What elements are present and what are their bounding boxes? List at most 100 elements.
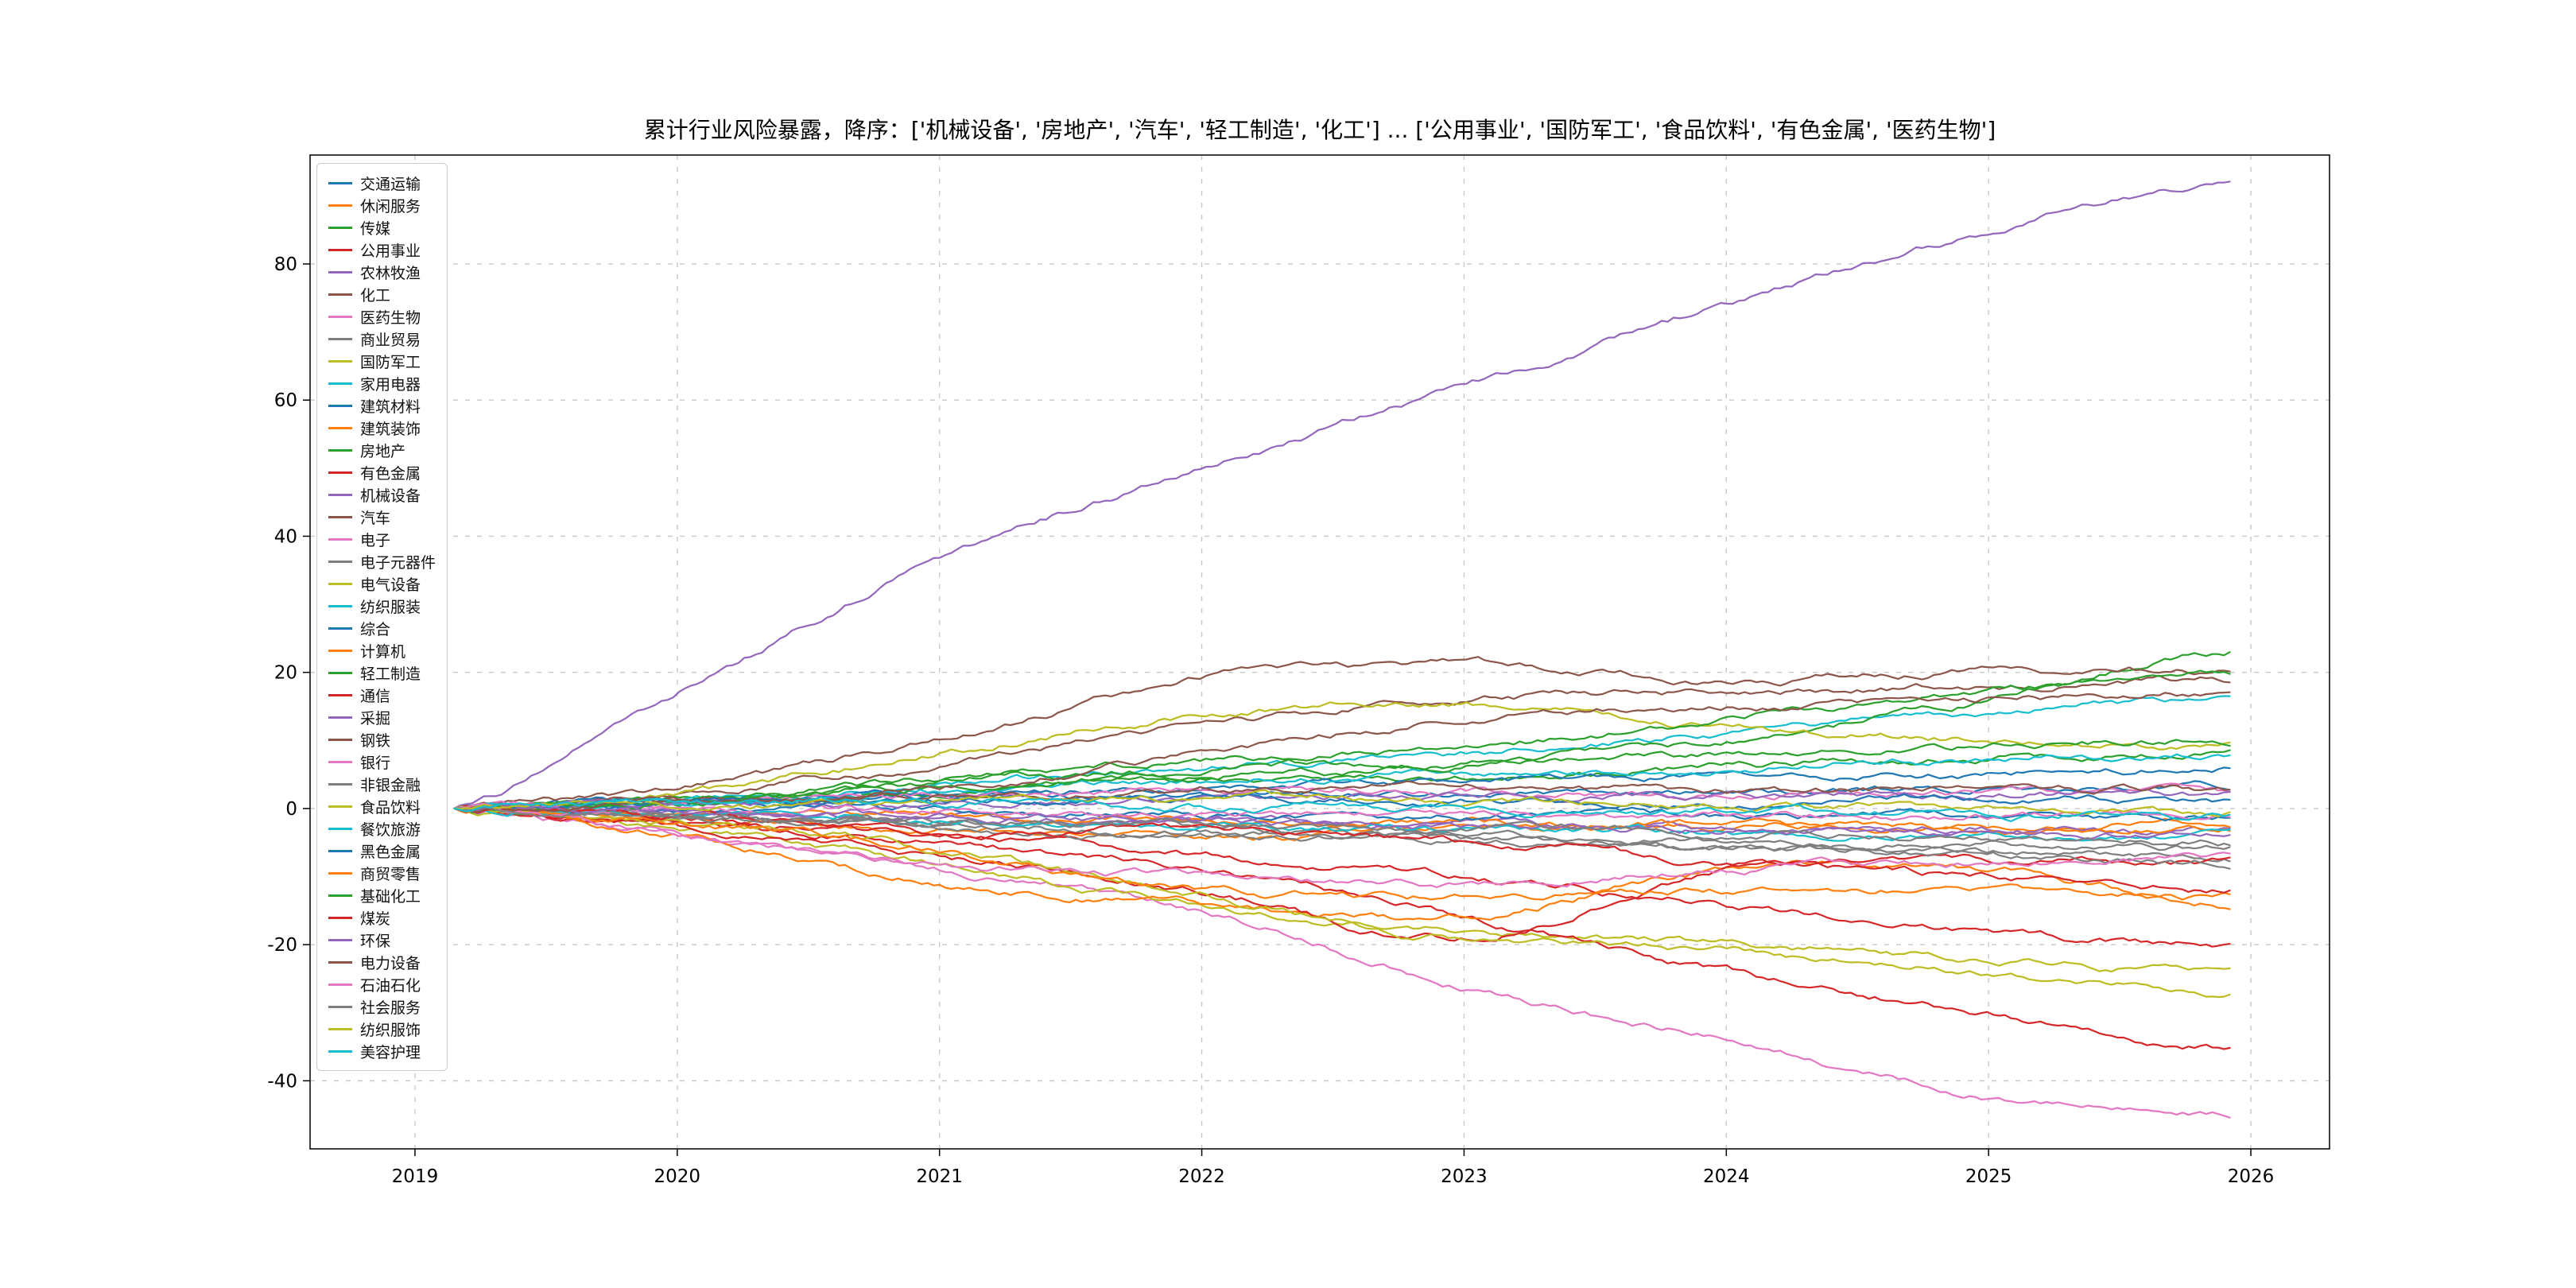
y-tick-label: -40 (267, 1071, 297, 1092)
legend-label: 商业贸易 (360, 331, 421, 349)
legend-item: 银行 (328, 751, 436, 773)
legend-label: 汽车 (360, 509, 391, 527)
legend-item: 煤炭 (328, 906, 436, 929)
series-line (453, 796, 2231, 823)
series-line (453, 766, 2231, 809)
legend-line-sample-icon (328, 226, 352, 229)
legend-label: 交通运输 (360, 175, 421, 193)
legend-item: 纺织服饰 (328, 1018, 436, 1040)
series-line (453, 180, 2231, 809)
legend-label: 食品饮料 (360, 798, 421, 817)
series-line (453, 805, 2231, 901)
legend-label: 黑色金属 (360, 843, 421, 861)
legend-label: 国防军工 (360, 353, 421, 371)
legend-line-sample-icon (328, 983, 352, 986)
x-tick-label: 2025 (1965, 1166, 2012, 1187)
legend-line-sample-icon (328, 916, 352, 919)
legend-label: 建筑装饰 (360, 420, 421, 438)
legend-line-sample-icon (328, 181, 352, 184)
legend-item: 计算机 (328, 639, 436, 661)
series-line (453, 804, 2231, 821)
y-tick-label: -20 (267, 935, 297, 956)
legend-item: 国防军工 (328, 350, 436, 372)
series-line (453, 807, 2231, 894)
series-line (453, 807, 2231, 1050)
legend-line-sample-icon (328, 671, 352, 674)
legend-line-sample-icon (328, 1049, 352, 1053)
legend-item: 房地产 (328, 439, 436, 461)
legend-line-sample-icon (328, 537, 352, 541)
y-tick-label: 40 (274, 526, 297, 547)
legend-label: 有色金属 (360, 464, 421, 483)
legend-item: 商业贸易 (328, 328, 436, 350)
legend-item: 交通运输 (328, 172, 436, 194)
legend-line-sample-icon (328, 805, 352, 808)
legend-item: 非银金融 (328, 773, 436, 795)
legend-item: 建筑材料 (328, 394, 436, 417)
legend-line-sample-icon (328, 337, 352, 340)
legend-item: 餐饮旅游 (328, 817, 436, 840)
legend-line-sample-icon (328, 248, 352, 251)
legend-item: 电子 (328, 528, 436, 550)
legend-item: 黑色金属 (328, 840, 436, 862)
legend-label: 医药生物 (360, 308, 421, 327)
legend-item: 家用电器 (328, 372, 436, 394)
series-line (453, 656, 2231, 809)
legend-line-sample-icon (328, 293, 352, 296)
legend-line-sample-icon (328, 627, 352, 630)
x-tick-label: 2021 (916, 1166, 963, 1187)
legend-line-sample-icon (328, 471, 352, 474)
legend-label: 电气设备 (360, 576, 421, 594)
legend-line-sample-icon (328, 760, 352, 763)
series-line (453, 805, 2231, 921)
legend-item: 商贸零售 (328, 862, 436, 884)
legend-line-sample-icon (328, 270, 352, 274)
legend-line-sample-icon (328, 738, 352, 741)
legend-label: 商贸零售 (360, 865, 421, 883)
legend-item: 医药生物 (328, 305, 436, 328)
legend-item: 建筑装饰 (328, 417, 436, 439)
x-tick-label: 2024 (1703, 1166, 1750, 1187)
legend-label: 传媒 (360, 219, 391, 238)
legend-line-sample-icon (328, 560, 352, 563)
legend-label: 石油石化 (360, 976, 421, 995)
x-tick-label: 2020 (654, 1166, 701, 1187)
y-tick-label: 0 (285, 799, 297, 820)
legend-line-sample-icon (328, 204, 352, 207)
y-tick-label: 80 (274, 254, 297, 275)
x-tick-label: 2019 (392, 1166, 439, 1187)
legend-label: 社会服务 (360, 999, 421, 1017)
legend-label: 电子 (360, 531, 391, 549)
series-line (453, 753, 2231, 809)
series-line (453, 805, 2231, 870)
legend-label: 综合 (360, 620, 391, 638)
legend-label: 家用电器 (360, 375, 421, 394)
legend-label: 休闲服务 (360, 197, 421, 215)
legend-line-sample-icon (328, 827, 352, 830)
legend-line-sample-icon (328, 871, 352, 875)
legend-label: 机械设备 (360, 487, 421, 505)
legend-label: 电力设备 (360, 954, 421, 972)
legend-item: 农林牧渔 (328, 261, 436, 283)
series-line (453, 739, 2231, 812)
x-tick-label: 2026 (2228, 1166, 2275, 1187)
legend-item: 电子元器件 (328, 550, 436, 572)
legend-item: 纺织服装 (328, 595, 436, 617)
legend-label: 环保 (360, 932, 391, 950)
legend-item: 食品饮料 (328, 795, 436, 817)
legend-line-sample-icon (328, 1027, 352, 1030)
legend-item: 社会服务 (328, 995, 436, 1018)
legend-item: 电力设备 (328, 951, 436, 973)
axes-border (309, 154, 2330, 1150)
legend-item: 公用事业 (328, 239, 436, 261)
legend-item: 化工 (328, 283, 436, 305)
legend-line-sample-icon (328, 693, 352, 696)
series-line (453, 701, 2231, 809)
legend-label: 电子元器件 (360, 553, 436, 572)
legend-item: 钢铁 (328, 728, 436, 751)
legend-item: 采掘 (328, 706, 436, 728)
legend-line-sample-icon (328, 382, 352, 385)
legend-line-sample-icon (328, 960, 352, 964)
x-tick-label: 2023 (1441, 1166, 1488, 1187)
